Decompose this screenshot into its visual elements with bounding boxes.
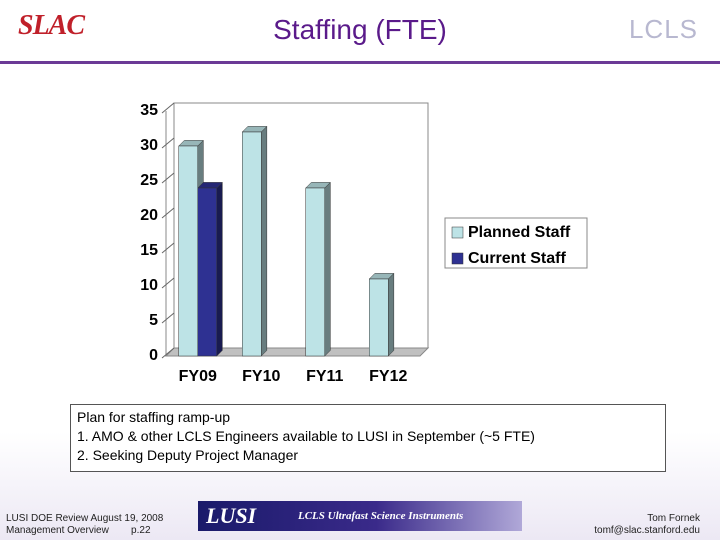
y-tick-label: 5 — [149, 312, 158, 329]
footer-text: Tom Fornek — [647, 513, 700, 524]
footer-text: LUSI DOE Review August 19, 2008 — [6, 513, 164, 524]
footer-banner: LUSI LCLS Ultrafast Science Instruments — [198, 501, 522, 531]
banner-logo: LUSI — [206, 503, 257, 528]
tick-mark — [161, 312, 175, 324]
tick-mark — [161, 242, 175, 254]
bar — [369, 278, 389, 357]
logo-right: LCLS — [628, 14, 698, 44]
bar — [305, 187, 325, 357]
x-tick-label: FY10 — [242, 368, 280, 385]
y-tick-label: 10 — [140, 277, 158, 294]
legend-label: Planned Staff — [468, 224, 571, 241]
y-tick-label: 20 — [140, 207, 158, 224]
tick-mark — [161, 207, 175, 219]
bar-side — [388, 272, 395, 357]
footer-left: LUSI DOE Review August 19, 2008 Manageme… — [6, 513, 163, 537]
bar — [178, 145, 198, 357]
y-tick-label: 15 — [140, 242, 158, 259]
bar — [242, 131, 262, 357]
footer-text: tomf@slac.stanford.edu — [594, 525, 700, 536]
logo-left: SLAC — [18, 10, 85, 41]
tick-mark — [161, 347, 175, 359]
legend-box — [444, 217, 588, 269]
footer-right: Tom Fornek tomf@slac.stanford.edu — [594, 513, 700, 537]
notes-item: 1. AMO & other LCLS Engineers available … — [77, 428, 535, 444]
tick-mark — [161, 172, 175, 184]
tick-mark — [161, 277, 175, 289]
legend-swatch — [451, 226, 464, 239]
bar-side — [216, 181, 223, 357]
legend-label: Current Staff — [468, 250, 566, 267]
legend-swatch — [451, 252, 464, 265]
x-tick-label: FY12 — [369, 368, 407, 385]
y-tick-label: 30 — [140, 137, 158, 154]
tick-mark — [161, 102, 175, 114]
footer-text: Management Overview p.22 — [6, 525, 151, 536]
bar-side — [324, 181, 331, 357]
y-tick-label: 35 — [140, 102, 158, 119]
notes-box: Plan for staffing ramp-up 1. AMO & other… — [70, 404, 666, 472]
y-tick-label: 0 — [149, 347, 158, 364]
notes-heading: Plan for staffing ramp-up — [77, 409, 231, 425]
chart: 0 5 10 15 20 25 30 35 FY09 FY10 FY11 FY12 Planned St… — [140, 102, 588, 385]
y-tick-label: 25 — [140, 172, 158, 189]
tick-mark — [161, 137, 175, 149]
bar-side — [261, 125, 268, 357]
x-tick-label: FY11 — [306, 368, 343, 385]
bar — [197, 187, 217, 357]
title: Staffing (FTE) — [273, 14, 447, 45]
banner-text: LCLS Ultrafast Science Instruments — [298, 510, 464, 522]
header-rule — [0, 61, 720, 64]
x-tick-label: FY09 — [179, 368, 217, 385]
notes-item: 2. Seeking Deputy Project Manager — [77, 447, 299, 463]
